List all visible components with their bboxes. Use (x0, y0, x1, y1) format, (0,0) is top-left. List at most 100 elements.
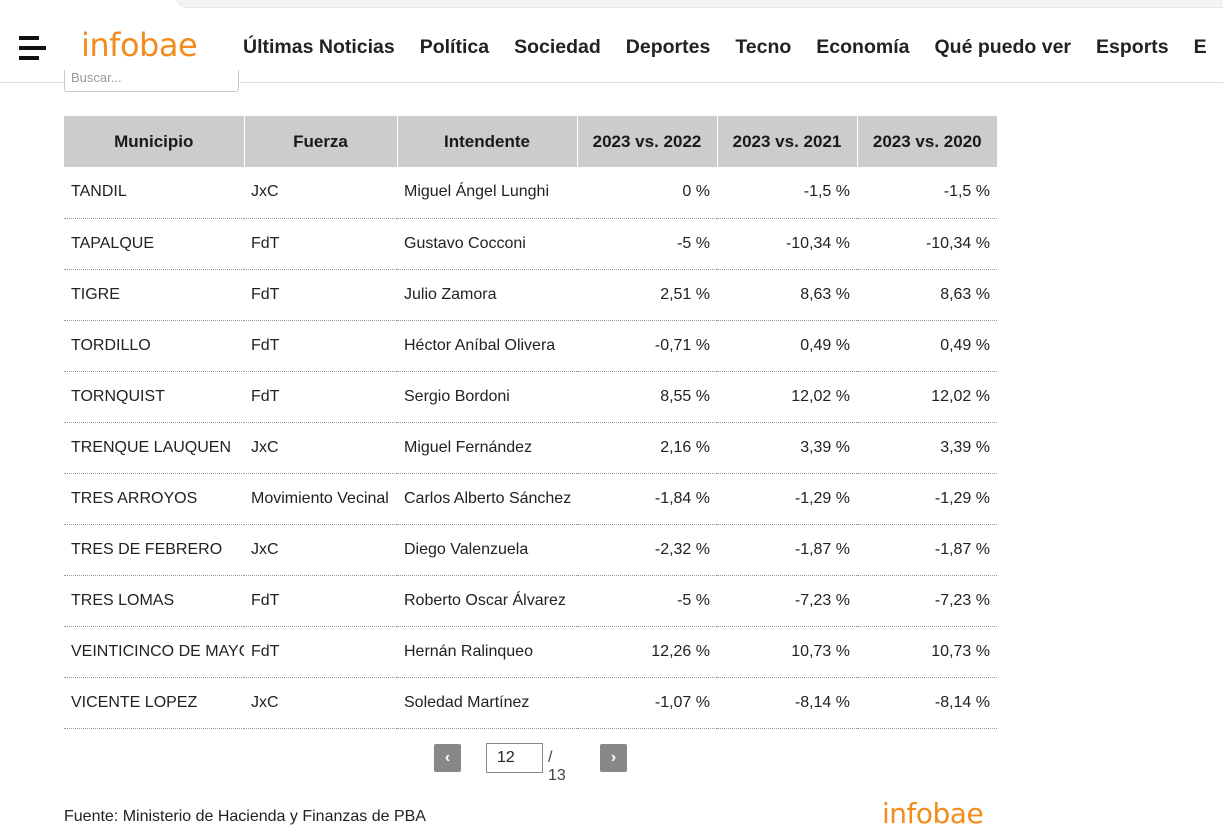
footer-infobae-logo: infobae (882, 797, 984, 830)
nav-que-puedo-ver[interactable]: Qué puedo ver (934, 36, 1072, 58)
nav-deportes[interactable]: Deportes (625, 36, 711, 58)
cell-2023-vs-2021: 0,49 % (717, 320, 857, 372)
nav-more[interactable]: E (1193, 36, 1207, 58)
prev-page-button[interactable]: ‹ (434, 744, 461, 772)
nav-economia[interactable]: Economía (816, 36, 910, 58)
cell-2023-vs-2020: 0,49 % (857, 320, 997, 372)
search-input[interactable]: Buscar... (64, 70, 239, 92)
cell-2023-vs-2022: 12,26 % (577, 626, 717, 678)
municipios-table: Municipio Fuerza Intendente 2023 vs. 202… (64, 116, 997, 729)
cell-2023-vs-2022: -2,32 % (577, 524, 717, 576)
cell-2023-vs-2022: 8,55 % (577, 371, 717, 423)
cell-2023-vs-2022: 2,51 % (577, 269, 717, 321)
hamburger-menu-icon[interactable] (19, 36, 46, 60)
col-header-municipio: Municipio (64, 116, 245, 167)
cell-2023-vs-2021: 10,73 % (717, 626, 857, 678)
main-nav: Últimas Noticias Política Sociedad Depor… (243, 36, 1223, 59)
col-header-2023-vs-2022: 2023 vs. 2022 (577, 116, 718, 167)
cell-intendente: Gustavo Cocconi (397, 218, 577, 270)
page-total: / 13 (548, 749, 566, 784)
cell-2023-vs-2020: -1,29 % (857, 473, 997, 525)
nav-esports[interactable]: Esports (1096, 36, 1169, 58)
table-header-row: Municipio Fuerza Intendente 2023 vs. 202… (64, 116, 997, 167)
cell-2023-vs-2020: -10,34 % (857, 218, 997, 270)
source-note: Fuente: Ministerio de Hacienda y Finanza… (64, 808, 426, 825)
cell-fuerza: FdT (244, 371, 397, 423)
table-row: VEINTICINCO DE MAYO FdT Hernán Ralinqueo 12… (64, 626, 997, 678)
next-page-button[interactable]: › (600, 744, 627, 772)
cell-fuerza: FdT (244, 218, 397, 270)
nav-tecno[interactable]: Tecno (735, 36, 792, 58)
cell-2023-vs-2022: -1,07 % (577, 677, 717, 729)
cell-municipio: VEINTICINCO DE MAYO (64, 626, 244, 678)
nav-ultimas-noticias[interactable]: Últimas Noticias (243, 36, 395, 58)
cell-fuerza: FdT (244, 626, 397, 678)
table-row: TRENQUE LAUQUEN JxC Miguel Fernández 2,16 %… (64, 422, 997, 474)
page-number-input[interactable] (486, 743, 543, 773)
table-row: TANDIL JxC Miguel Ángel Lunghi 0 % -1,5 % -1,… (64, 167, 997, 219)
cell-2023-vs-2022: 0 % (577, 167, 717, 219)
cell-intendente: Soledad Martínez (397, 677, 577, 729)
cell-municipio: TRENQUE LAUQUEN (64, 422, 244, 474)
cell-2023-vs-2020: -8,14 % (857, 677, 997, 729)
nav-politica[interactable]: Política (419, 36, 490, 58)
col-header-intendente: Intendente (397, 116, 578, 167)
infobae-logo[interactable]: infobae (81, 26, 198, 64)
cell-municipio: TIGRE (64, 269, 244, 321)
table-row: VICENTE LOPEZ JxC Soledad Martínez -1,07 % -… (64, 677, 997, 729)
table-row: TRES DE FEBRERO JxC Diego Valenzuela -2,32 … (64, 524, 997, 576)
cell-2023-vs-2021: -1,5 % (717, 167, 857, 219)
cell-municipio: TRES LOMAS (64, 575, 244, 627)
col-header-2023-vs-2021: 2023 vs. 2021 (717, 116, 858, 167)
cell-municipio: TORDILLO (64, 320, 244, 372)
cell-fuerza: FdT (244, 320, 397, 372)
cell-municipio: TRES ARROYOS (64, 473, 244, 525)
cell-2023-vs-2020: -1,5 % (857, 167, 997, 219)
cell-2023-vs-2020: 10,73 % (857, 626, 997, 678)
table-row: TORDILLO FdT Héctor Aníbal Olivera -0,71 % 0… (64, 320, 997, 372)
table-row: TRES LOMAS FdT Roberto Oscar Álvarez -5 % -7… (64, 575, 997, 627)
cell-2023-vs-2020: 12,02 % (857, 371, 997, 423)
cell-fuerza: JxC (244, 167, 397, 219)
cell-intendente: Miguel Fernández (397, 422, 577, 474)
cell-2023-vs-2021: -1,29 % (717, 473, 857, 525)
cell-2023-vs-2021: 12,02 % (717, 371, 857, 423)
cell-fuerza: Movimiento Vecinal (244, 473, 397, 525)
table-body: TANDIL JxC Miguel Ángel Lunghi 0 % -1,5 % -1,… (64, 167, 997, 729)
cell-2023-vs-2021: -8,14 % (717, 677, 857, 729)
col-header-fuerza: Fuerza (244, 116, 398, 167)
cell-municipio: TANDIL (64, 167, 244, 219)
cell-2023-vs-2020: -1,87 % (857, 524, 997, 576)
cell-2023-vs-2020: -7,23 % (857, 575, 997, 627)
cell-fuerza: FdT (244, 575, 397, 627)
cell-intendente: Julio Zamora (397, 269, 577, 321)
table-row: TAPALQUE FdT Gustavo Cocconi -5 % -10,34 % -1… (64, 218, 997, 270)
cell-2023-vs-2021: 3,39 % (717, 422, 857, 474)
cell-2023-vs-2022: -5 % (577, 575, 717, 627)
cell-2023-vs-2022: -0,71 % (577, 320, 717, 372)
cell-municipio: TORNQUIST (64, 371, 244, 423)
cell-intendente: Hernán Ralinqueo (397, 626, 577, 678)
cell-fuerza: FdT (244, 269, 397, 321)
cell-fuerza: JxC (244, 677, 397, 729)
nav-sociedad[interactable]: Sociedad (514, 36, 601, 58)
browser-top-strip (0, 0, 1223, 13)
cell-intendente: Roberto Oscar Álvarez (397, 575, 577, 627)
cell-intendente: Miguel Ángel Lunghi (397, 167, 577, 219)
cell-2023-vs-2020: 3,39 % (857, 422, 997, 474)
cell-municipio: TAPALQUE (64, 218, 244, 270)
cell-intendente: Diego Valenzuela (397, 524, 577, 576)
cell-intendente: Carlos Alberto Sánchez (397, 473, 577, 525)
cell-2023-vs-2020: 8,63 % (857, 269, 997, 321)
table-row: TRES ARROYOS Movimiento Vecinal Carlos Alb… (64, 473, 997, 525)
browser-address-bar[interactable] (176, 0, 1223, 8)
cell-2023-vs-2021: 8,63 % (717, 269, 857, 321)
cell-2023-vs-2021: -7,23 % (717, 575, 857, 627)
cell-municipio: TRES DE FEBRERO (64, 524, 244, 576)
cell-2023-vs-2022: -5 % (577, 218, 717, 270)
cell-2023-vs-2021: -1,87 % (717, 524, 857, 576)
cell-2023-vs-2022: 2,16 % (577, 422, 717, 474)
table-row: TORNQUIST FdT Sergio Bordoni 8,55 % 12,02 % 1… (64, 371, 997, 423)
cell-municipio: VICENTE LOPEZ (64, 677, 244, 729)
cell-intendente: Sergio Bordoni (397, 371, 577, 423)
